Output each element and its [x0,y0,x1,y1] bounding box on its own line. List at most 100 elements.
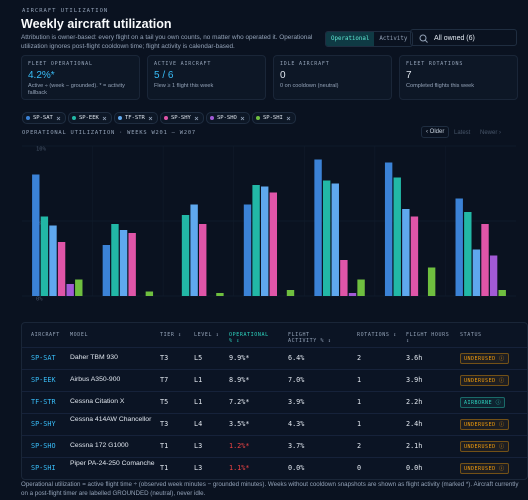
chart-header: OPERATIONAL UTILIZATION · WEEKS W201 – W… [22,130,196,136]
cell: L1 [194,376,203,384]
aircraft-link[interactable]: SP-SHY [31,420,56,428]
column-header: FLIGHT ACTIVITY % ↕ [288,332,332,344]
bar [427,267,436,296]
cell: 1 [357,398,362,406]
pager-button[interactable]: Newer › [480,130,502,136]
cell: T3 [160,354,169,362]
cell: 0.0% [288,464,305,472]
bar [128,233,136,296]
bar [49,225,57,296]
chart: 0% 5% 10% [22,145,516,302]
bar [75,279,83,296]
row-divider [22,435,527,436]
cell: 6.4% [288,354,305,362]
legend-chip[interactable]: SP-SHI [252,112,296,124]
aircraft-link[interactable]: SP-SHO [31,442,56,450]
chip-swatch [256,116,260,120]
legend-chip[interactable]: SP-SHO [206,112,250,124]
status-badge: UNDERUSED ⓘ [460,375,509,386]
bar [181,215,190,296]
bar [32,174,40,296]
bar [119,230,128,296]
cell: 2 [357,354,362,362]
bar [269,192,277,296]
cell: 3.9% [288,398,305,406]
pager-button[interactable]: ‹ Older [421,126,450,138]
column-header: STATUS [460,332,482,338]
bar [455,198,463,296]
chip-label: TF-STR [125,115,145,121]
select-label: All owned (6) [434,35,475,42]
cell: 1.2%* [229,442,250,450]
card-label: FLEET ROTATIONS [406,61,464,67]
toggle-operational[interactable]: Operational [326,32,375,46]
aircraft-select[interactable]: All owned (6) [410,29,517,46]
bar [286,290,295,296]
bar [384,162,393,296]
column-header: FLIGHT HOURS ↕ [406,332,450,344]
legend-chip[interactable]: SP-EEK [68,112,112,124]
legend-chip[interactable]: SP-SAT [22,112,66,124]
toggle-activity[interactable]: Activity [379,36,408,42]
bar [481,224,489,296]
column-header: TIER ↕ [160,332,182,338]
chip-swatch [118,116,122,120]
row-divider [22,413,527,414]
cell: T7 [160,376,169,384]
cell: 4.3% [288,420,305,428]
view-toggle: Operational Activity [325,31,414,47]
column-header: MODEL [70,332,89,338]
chip-remove[interactable] [56,116,61,121]
card-value: 7 [406,70,412,81]
cell: 2 [357,442,362,450]
cell: 2.2h [406,398,423,406]
chip-remove[interactable] [102,116,107,121]
model: Piper PA-24-250 Comanche [70,460,155,467]
cell: 9.9%* [229,354,250,362]
bar [410,216,419,296]
cell: 7.0% [288,376,305,384]
chip-remove[interactable] [286,116,291,121]
column-header: ROTATIONS ↕ [357,332,397,338]
model: Daher TBM 930 [70,354,118,361]
bar [322,180,331,296]
status-badge: UNDERUSED ⓘ [460,441,509,452]
bar [252,185,260,296]
chip-swatch [26,116,30,120]
column-header: LEVEL ↕ [194,332,220,338]
chip-label: SP-SAT [33,115,53,121]
legend-chip[interactable]: SP-SHY [160,112,204,124]
chip-remove[interactable] [240,116,245,121]
pager-button[interactable]: Latest [454,130,471,136]
chip-swatch [72,116,76,120]
row-divider [22,347,527,348]
bar [314,159,322,296]
legend-chip[interactable]: TF-STR [114,112,158,124]
y-tick-label: 10% [36,147,47,153]
bar [498,290,506,296]
aircraft-link[interactable]: SP-SAT [31,354,56,362]
bar [393,177,401,296]
chip-remove[interactable] [194,116,199,121]
chip-remove[interactable] [148,116,153,121]
card-label: ACTIVE AIRCRAFT [154,61,212,67]
card-sub: Flew ≥ 1 flight this week [154,83,214,89]
chip-swatch [210,116,214,120]
aircraft-link[interactable]: SP-SHI [31,464,56,472]
aircraft-link[interactable]: TF-STR [31,398,56,406]
status-badge: AIRBORNE ⓘ [460,397,506,408]
bar [199,224,207,296]
bar [357,279,365,296]
status-badge: UNDERUSED ⓘ [460,419,509,430]
model: Cessna 172 G1000 [70,442,129,449]
chip-label: SP-SHI [263,115,283,121]
chip-label: SP-SHO [217,115,237,121]
cell: 1 [357,376,362,384]
bar [348,293,357,296]
card-sub: 0 on cooldown (neutral) [280,83,339,89]
card-sub: Active ÷ (week − grounded). * = activity… [28,83,125,96]
cell: 1.1%* [229,464,250,472]
footer-note: Operational utilization = active flight … [21,481,519,497]
aircraft-link[interactable]: SP-EEK [31,376,56,384]
